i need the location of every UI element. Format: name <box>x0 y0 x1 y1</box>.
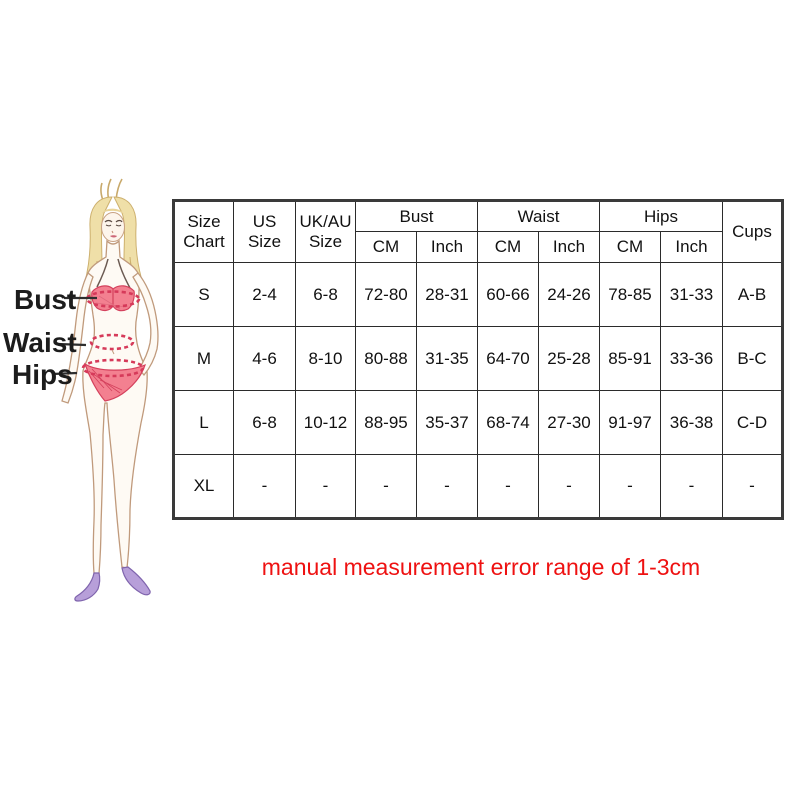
table-row-l: L 6-8 10-12 88-95 35-37 68-74 27-30 91-9… <box>173 390 783 455</box>
table-cell: 6-8 <box>233 390 296 455</box>
header-us-size: US Size <box>233 200 296 263</box>
header-size-chart: Size Chart <box>173 200 234 263</box>
waist-pointer-line <box>57 342 87 347</box>
table-cell: - <box>660 454 723 519</box>
table-cell: - <box>599 454 661 519</box>
size-cell: M <box>173 326 234 391</box>
size-cell: XL <box>173 454 234 519</box>
table-cell: 72-80 <box>355 262 417 327</box>
table-cell: 35-37 <box>416 390 478 455</box>
header-bust-inch: Inch <box>416 231 478 263</box>
table-cell: 27-30 <box>538 390 600 455</box>
left-shoe <box>74 572 101 602</box>
table-row-xl: XL - - - - - - - - - <box>173 454 783 519</box>
measurement-error-note: manual measurement error range of 1-3cm <box>261 554 701 580</box>
figure-illustration <box>51 178 159 602</box>
table-cell: 36-38 <box>660 390 723 455</box>
table-cell: 33-36 <box>660 326 723 391</box>
table-cell: 31-35 <box>416 326 478 391</box>
table-cell: - <box>233 454 296 519</box>
waist-measure-ellipse <box>89 333 135 351</box>
table-cell: - <box>722 454 783 519</box>
header-waist: Waist <box>477 200 600 232</box>
face <box>101 208 125 242</box>
table-cell: 6-8 <box>295 262 356 327</box>
table-cell: 4-6 <box>233 326 296 391</box>
header-row-units: CM Inch CM Inch CM Inch <box>174 231 783 263</box>
table-cell: - <box>477 454 539 519</box>
table-cell: 78-85 <box>599 262 661 327</box>
table-cell: 68-74 <box>477 390 539 455</box>
table-row-s: S 2-4 6-8 72-80 28-31 60-66 24-26 78-85 … <box>173 262 783 327</box>
hips-measure-ellipse <box>81 358 145 378</box>
hips-label: Hips <box>12 359 73 390</box>
header-cups: Cups <box>722 200 783 263</box>
table-cell: 88-95 <box>355 390 417 455</box>
table-cell: 8-10 <box>295 326 356 391</box>
table-cell: - <box>295 454 356 519</box>
header-uk-au-size: UK/AU Size <box>295 200 356 263</box>
table-cell: - <box>538 454 600 519</box>
table-cell: 85-91 <box>599 326 661 391</box>
table-cell: - <box>355 454 417 519</box>
bust-label: Bust <box>14 284 77 315</box>
bust-measure-ellipse <box>85 290 141 308</box>
size-cell: S <box>173 262 234 327</box>
table-row-m: M 4-6 8-10 80-88 31-35 64-70 25-28 85-91… <box>173 326 783 391</box>
table-cell: 28-31 <box>416 262 478 327</box>
right-shoe <box>121 566 151 596</box>
header-hips: Hips <box>599 200 723 232</box>
table-cell: 24-26 <box>538 262 600 327</box>
table-cell: 25-28 <box>538 326 600 391</box>
size-cell: L <box>173 390 234 455</box>
size-chart-table: Size Chart US Size UK/AU Size Bust Waist… <box>172 199 784 520</box>
table-cell: - <box>416 454 478 519</box>
header-waist-inch: Inch <box>538 231 600 263</box>
waist-label: Waist <box>3 327 77 358</box>
table-cell: 60-66 <box>477 262 539 327</box>
header-bust: Bust <box>355 200 478 232</box>
table-cell: 80-88 <box>355 326 417 391</box>
header-hips-cm: CM <box>599 231 661 263</box>
table-cell: C-D <box>722 390 783 455</box>
table-cell: 2-4 <box>233 262 296 327</box>
table-cell: A-B <box>722 262 783 327</box>
bikini-strap-left <box>96 258 109 288</box>
bikini-strap-right <box>117 258 131 289</box>
hips-pointer-line <box>51 371 78 376</box>
left-arm <box>61 271 94 404</box>
header-row-top: Size Chart US Size UK/AU Size Bust Waist… <box>173 200 783 263</box>
bikini-bottom <box>83 362 146 402</box>
table-cell: 10-12 <box>295 390 356 455</box>
body-outline <box>82 239 148 575</box>
header-bust-cm: CM <box>355 231 417 263</box>
header-waist-cm: CM <box>477 231 539 263</box>
table-cell: B-C <box>722 326 783 391</box>
table-cell: 64-70 <box>477 326 539 391</box>
table-cell: 91-97 <box>599 390 661 455</box>
table-cell: 31-33 <box>660 262 723 327</box>
header-hips-inch: Inch <box>660 231 723 263</box>
